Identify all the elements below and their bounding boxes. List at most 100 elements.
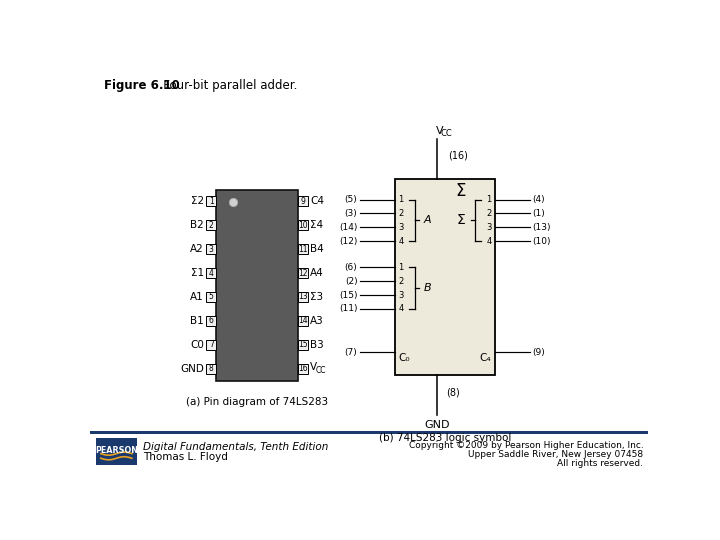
Text: B1: B1 — [190, 316, 204, 326]
Text: Figure 6.10: Figure 6.10 — [104, 79, 180, 92]
Text: Σ1: Σ1 — [191, 268, 204, 278]
Text: (2): (2) — [345, 276, 357, 286]
Text: GND: GND — [180, 363, 204, 374]
Bar — [297, 244, 307, 254]
Bar — [206, 292, 216, 302]
Text: 4: 4 — [486, 237, 492, 246]
Text: 3: 3 — [486, 223, 492, 232]
Bar — [297, 340, 307, 350]
Text: Σ4: Σ4 — [310, 220, 323, 231]
Bar — [297, 316, 307, 326]
Text: Σ2: Σ2 — [191, 197, 204, 206]
Text: All rights reserved.: All rights reserved. — [557, 459, 644, 468]
Text: Σ3: Σ3 — [310, 292, 323, 302]
Text: A3: A3 — [310, 316, 324, 326]
Text: 11: 11 — [298, 245, 307, 254]
Bar — [90, 431, 648, 434]
Text: (b) 74LS283 logic symbol: (b) 74LS283 logic symbol — [379, 433, 511, 443]
Text: A2: A2 — [190, 244, 204, 254]
Text: (4): (4) — [533, 195, 545, 204]
Text: 3: 3 — [209, 245, 214, 254]
Text: (13): (13) — [533, 223, 551, 232]
Text: 16: 16 — [298, 364, 307, 373]
Text: 1: 1 — [209, 197, 214, 206]
Text: (15): (15) — [339, 291, 357, 300]
Text: 10: 10 — [298, 221, 307, 230]
Text: V: V — [436, 126, 444, 136]
Text: Σ: Σ — [457, 213, 466, 227]
Text: (12): (12) — [339, 237, 357, 246]
Text: 13: 13 — [298, 293, 307, 301]
Text: Copyright ©2009 by Pearson Higher Education, Inc.: Copyright ©2009 by Pearson Higher Educat… — [409, 441, 644, 450]
Text: B: B — [424, 283, 432, 293]
Text: GND: GND — [424, 420, 449, 430]
Text: A1: A1 — [190, 292, 204, 302]
Text: 12: 12 — [298, 268, 307, 278]
Bar — [206, 197, 216, 206]
Text: Thomas L. Floyd: Thomas L. Floyd — [143, 452, 228, 462]
Text: C4: C4 — [310, 197, 324, 206]
Text: 2: 2 — [398, 209, 404, 218]
Text: Σ: Σ — [455, 182, 466, 200]
Text: (5): (5) — [345, 195, 357, 204]
Bar — [206, 268, 216, 278]
Bar — [206, 316, 216, 326]
Text: 7: 7 — [209, 340, 214, 349]
Text: A: A — [424, 215, 432, 225]
Bar — [206, 340, 216, 350]
Text: 2: 2 — [486, 209, 492, 218]
Bar — [297, 268, 307, 278]
Bar — [96, 438, 137, 465]
Text: (16): (16) — [449, 151, 469, 161]
Text: 14: 14 — [298, 316, 307, 325]
Text: Four-bit parallel adder.: Four-bit parallel adder. — [152, 79, 297, 92]
Text: 4: 4 — [398, 237, 404, 246]
Text: 15: 15 — [298, 340, 307, 349]
Text: V: V — [310, 362, 318, 372]
Text: 9: 9 — [300, 197, 305, 206]
Text: 6: 6 — [209, 316, 214, 325]
Text: B2: B2 — [190, 220, 204, 231]
Text: B4: B4 — [310, 244, 324, 254]
Text: CC: CC — [441, 129, 452, 138]
Text: PEARSON: PEARSON — [95, 446, 138, 455]
Bar — [297, 363, 307, 374]
Text: Upper Saddle River, New Jersey 07458: Upper Saddle River, New Jersey 07458 — [468, 450, 644, 459]
Text: (7): (7) — [345, 348, 357, 356]
Text: (9): (9) — [533, 348, 545, 356]
Bar — [297, 292, 307, 302]
Bar — [206, 220, 216, 231]
Text: 1: 1 — [398, 263, 404, 272]
Text: (6): (6) — [345, 263, 357, 272]
Text: 3: 3 — [398, 291, 404, 300]
Text: 1: 1 — [398, 195, 404, 204]
Text: 3: 3 — [398, 223, 404, 232]
Text: (14): (14) — [339, 223, 357, 232]
Text: (11): (11) — [339, 305, 357, 313]
Text: C0: C0 — [190, 340, 204, 350]
Text: 4: 4 — [398, 305, 404, 313]
Text: C₄: C₄ — [480, 353, 492, 363]
Text: 1: 1 — [486, 195, 492, 204]
Bar — [395, 179, 495, 375]
Text: 5: 5 — [209, 293, 214, 301]
Bar — [216, 190, 297, 381]
Bar — [206, 244, 216, 254]
Text: B3: B3 — [310, 340, 324, 350]
Text: C₀: C₀ — [398, 353, 410, 363]
Text: (10): (10) — [533, 237, 551, 246]
Bar — [206, 363, 216, 374]
Text: 8: 8 — [209, 364, 214, 373]
Text: (8): (8) — [446, 387, 460, 397]
Text: A4: A4 — [310, 268, 324, 278]
Text: 2: 2 — [398, 276, 404, 286]
Text: 4: 4 — [209, 268, 214, 278]
Bar — [297, 197, 307, 206]
Text: (3): (3) — [345, 209, 357, 218]
Bar — [297, 220, 307, 231]
Text: (1): (1) — [533, 209, 545, 218]
Text: CC: CC — [315, 366, 326, 375]
Text: 2: 2 — [209, 221, 214, 230]
Text: (a) Pin diagram of 74LS283: (a) Pin diagram of 74LS283 — [186, 397, 328, 408]
Text: Digital Fundamentals, Tenth Edition: Digital Fundamentals, Tenth Edition — [143, 442, 328, 452]
